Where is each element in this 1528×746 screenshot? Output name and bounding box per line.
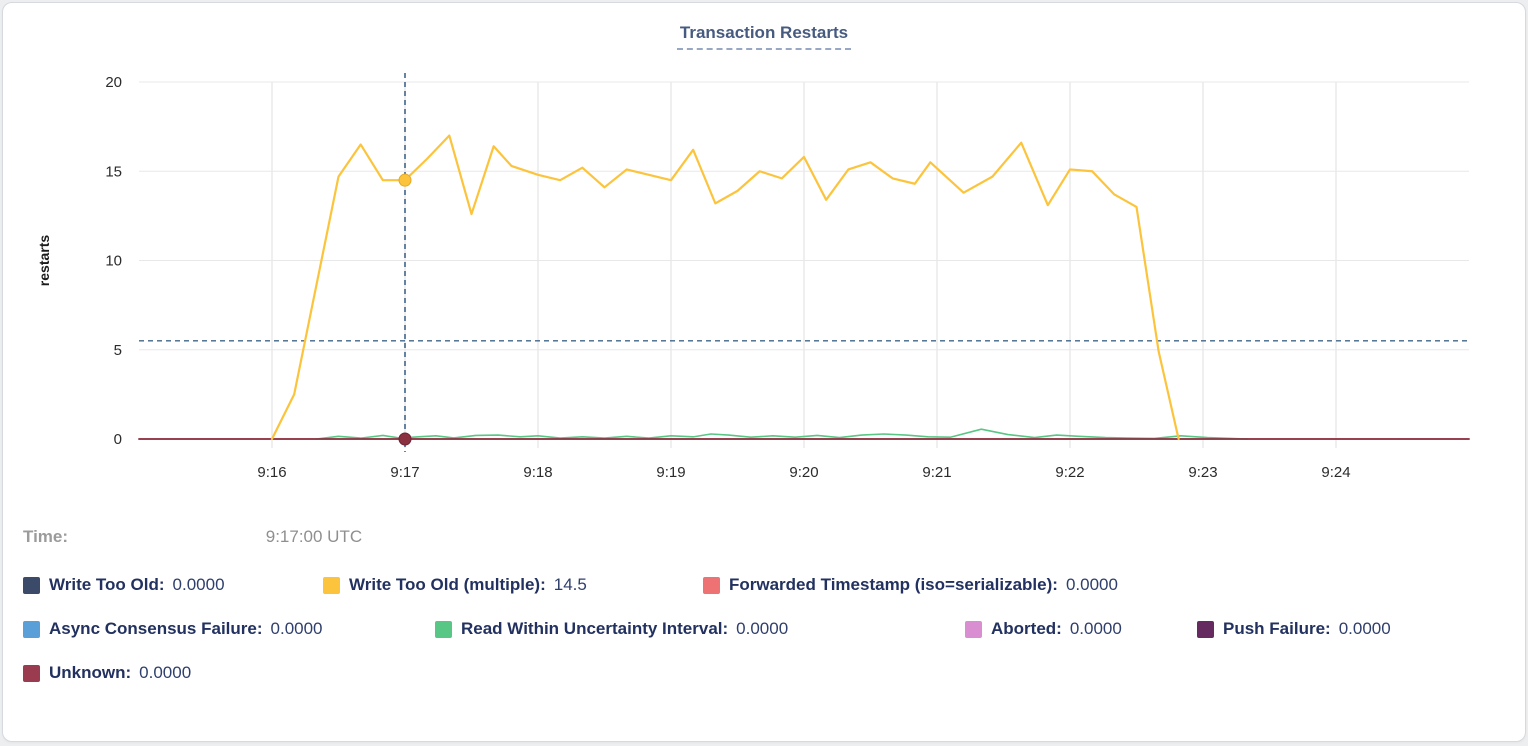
series-line-read-within-uncertainty-interval [315,428,1249,440]
y-tick-label: 20 [105,74,122,91]
x-tick-label: 9:19 [656,464,685,481]
legend-value: 0.0000 [736,619,789,638]
legend-label: Forwarded Timestamp (iso=serializable): [729,575,1058,594]
legend-value: 0.0000 [1069,619,1122,638]
legend-label: Write Too Old (multiple): [349,575,546,594]
y-tick-label: 15 [105,163,122,180]
y-tick-label: 5 [114,342,122,359]
chart-header: Transaction Restarts [3,23,1525,50]
legend-label: Async Consensus Failure: [49,619,263,638]
legend-row: Write Too Old: 0.0000 Write Too Old (mul… [23,574,1505,596]
legend-label: Write Too Old: [49,575,165,594]
legend-value: 0.0000 [1338,619,1391,638]
x-tick-label: 9:23 [1188,464,1217,481]
legend-value: 0.0000 [1065,575,1118,594]
legend-item-push-failure: Push Failure: 0.0000 [1197,618,1391,640]
legend-label: Push Failure: [1223,619,1331,638]
transaction-restarts-chart-plot[interactable]: 0 5 10 15 20 9:16 9:17 9:18 9:19 9:20 9:21 9:22 9:23… [3,54,1525,502]
axis-tick-labels: 0 5 10 15 20 9:16 9:17 9:18 9:19 9:20 9:21 9:22 9:23… [105,74,1350,481]
x-tick-label: 9:20 [789,464,818,481]
legend-row: Unknown: 0.0000 [23,662,1505,684]
legend-item-aborted: Aborted: 0.0000 [965,618,1197,640]
series-line-write-too-old-multiple [270,134,1180,441]
x-tick-label: 9:18 [523,464,552,481]
legend-swatch-async-consensus-failure [23,620,40,638]
legend-label: Aborted: [991,619,1062,638]
legend-item-write-too-old-multiple: Write Too Old (multiple): 14.5 [323,574,703,596]
x-tick-label: 9:22 [1055,464,1084,481]
hover-time-row: Time: 9:17:00 UTC [23,526,1525,548]
legend-value: 14.5 [553,575,587,594]
x-tick-label: 9:24 [1321,464,1350,481]
legend-item-forwarded-timestamp: Forwarded Timestamp (iso=serializable): … [703,574,1118,596]
hover-marker-unknown [398,432,412,446]
legend-item-read-within-uncertainty-interval: Read Within Uncertainty Interval: 0.0000 [435,618,965,640]
hover-marker-write-too-old-multiple [398,173,412,187]
legend-value: 0.0000 [270,619,323,638]
gridlines [139,81,1469,448]
x-tick-label: 9:16 [257,464,286,481]
chart-title[interactable]: Transaction Restarts [676,23,852,50]
time-value: 9:17:00 UTC [265,527,363,546]
x-tick-label: 9:17 [390,464,419,481]
legend-swatch-unknown [23,664,40,682]
legend-swatch-forwarded-timestamp [703,576,720,594]
legend-item-async-consensus-failure: Async Consensus Failure: 0.0000 [23,618,435,640]
x-tick-label: 9:21 [922,464,951,481]
y-tick-label: 10 [105,253,122,270]
legend-swatch-write-too-old-multiple [323,576,340,594]
y-tick-label: 0 [114,431,122,448]
legend-item-unknown: Unknown: 0.0000 [23,662,191,684]
y-axis-label: restarts [36,235,52,287]
legend-label: Unknown: [49,663,132,682]
legend-label: Read Within Uncertainty Interval: [461,619,729,638]
legend-row: Async Consensus Failure: 0.0000 Read Wit… [23,618,1505,640]
legend-swatch-push-failure [1197,620,1214,638]
legend: Write Too Old: 0.0000 Write Too Old (mul… [23,574,1505,684]
legend-item-write-too-old: Write Too Old: 0.0000 [23,574,323,596]
legend-value: 0.0000 [139,663,192,682]
legend-swatch-write-too-old [23,576,40,594]
legend-swatch-read-within-uncertainty-interval [435,620,452,638]
time-label: Time: [23,527,69,546]
legend-value: 0.0000 [172,575,225,594]
legend-swatch-aborted [965,620,982,638]
